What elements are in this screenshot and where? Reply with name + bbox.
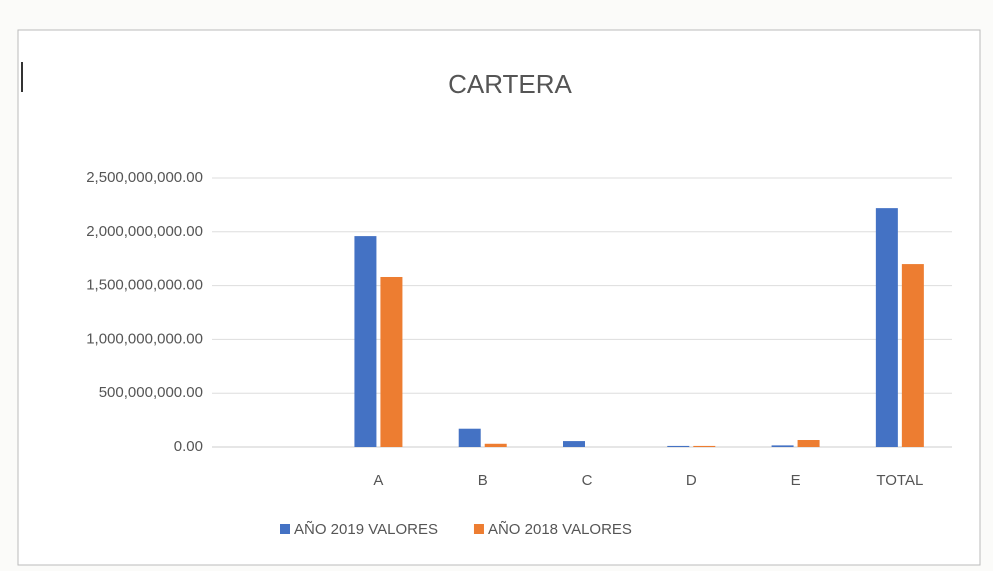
chart-title: CARTERA: [448, 69, 572, 99]
bar: [693, 445, 716, 447]
legend-swatch: [473, 524, 484, 534]
chart-frame: [17, 29, 981, 566]
bar: [380, 276, 403, 447]
bar: [875, 208, 898, 447]
bar: [667, 445, 690, 447]
x-tick-label: C: [582, 472, 593, 489]
bar: [771, 445, 794, 447]
legend-label: AÑO 2018 VALORES: [488, 521, 632, 538]
y-tick-label: 0.00: [174, 438, 203, 455]
bar: [901, 264, 924, 447]
legend-swatch: [280, 524, 290, 534]
x-tick-label: A: [373, 472, 383, 489]
y-tick-label: 1,500,000,000.00: [86, 277, 203, 294]
x-tick-label: D: [686, 472, 697, 489]
y-tick-label: 2,500,000,000.00: [86, 169, 203, 186]
y-tick-label: 500,000,000.00: [99, 384, 203, 401]
bar: [797, 440, 820, 447]
x-tick-label: B: [478, 472, 488, 489]
legend-label: AÑO 2019 VALORES: [294, 521, 438, 538]
y-tick-label: 2,000,000,000.00: [86, 223, 203, 240]
x-tick-label: TOTAL: [876, 472, 923, 489]
x-tick-label: E: [791, 472, 801, 489]
bar: [484, 443, 507, 447]
y-tick-label: 1,000,000,000.00: [86, 330, 203, 347]
bar: [354, 236, 377, 447]
bar: [458, 428, 481, 447]
bar: [563, 441, 585, 447]
